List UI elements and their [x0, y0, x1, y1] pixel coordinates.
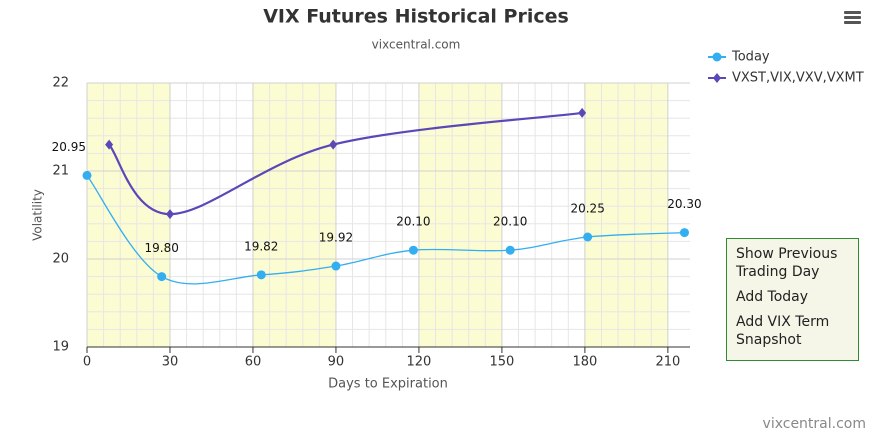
x-tick-label: 30 [162, 355, 179, 370]
legend-label: VXST,VIX,VXV,VXMT [732, 71, 864, 86]
plot-band [418, 83, 502, 347]
data-label: 19.92 [319, 231, 353, 245]
y-tick-label: 21 [52, 164, 69, 179]
point [505, 245, 515, 255]
plot-band [87, 83, 170, 347]
data-label: 20.10 [493, 215, 527, 229]
plot-background [87, 83, 690, 347]
series-line [108, 111, 583, 216]
point [679, 228, 689, 238]
x-tick-label: 210 [655, 355, 680, 370]
y-tick-label: 19 [52, 340, 69, 355]
y-axis-label: Volatility [31, 189, 45, 241]
x-tick-label: 60 [245, 355, 262, 370]
x-axis-label: Days to Expiration [328, 377, 448, 392]
x-tick-label: 0 [83, 355, 91, 370]
x-tick-label: 150 [489, 355, 514, 370]
plot-band [252, 83, 336, 347]
point [157, 272, 167, 282]
data-label: 20.10 [396, 215, 430, 229]
data-label: 20.95 [52, 140, 86, 154]
point [578, 107, 587, 118]
point [408, 245, 418, 255]
data-label: 19.82 [244, 239, 278, 253]
x-tick-label: 120 [407, 355, 432, 370]
chart-subtitle: vixcentral.com [372, 38, 461, 52]
point [583, 232, 593, 242]
menu-icon[interactable] [844, 11, 861, 24]
menu-item[interactable]: Show Previous Trading Day [736, 246, 838, 280]
point [329, 139, 338, 150]
y-tick-label: 22 [52, 76, 69, 91]
point [82, 170, 92, 180]
menu-box: Show Previous Trading Day Add Today Add … [726, 238, 859, 361]
point [165, 209, 174, 220]
data-label: 19.80 [145, 241, 179, 255]
legend-marker [712, 52, 722, 62]
plot-band [584, 83, 668, 347]
data-label: 20.25 [570, 202, 604, 216]
menu-item[interactable]: Add VIX Term Snapshot [736, 314, 830, 348]
menu-item[interactable]: Add Today [736, 289, 809, 305]
point [105, 139, 114, 150]
point [256, 270, 266, 280]
data-label: 20.30 [667, 197, 701, 211]
x-tick-label: 180 [572, 355, 597, 370]
legend-label: Today [731, 50, 770, 65]
chart-title: VIX Futures Historical Prices [263, 6, 569, 28]
legend-marker [713, 73, 721, 83]
credit: vixcentral.com [763, 416, 866, 432]
point [331, 261, 341, 271]
y-tick-label: 20 [52, 252, 69, 267]
x-tick-label: 90 [328, 355, 345, 370]
